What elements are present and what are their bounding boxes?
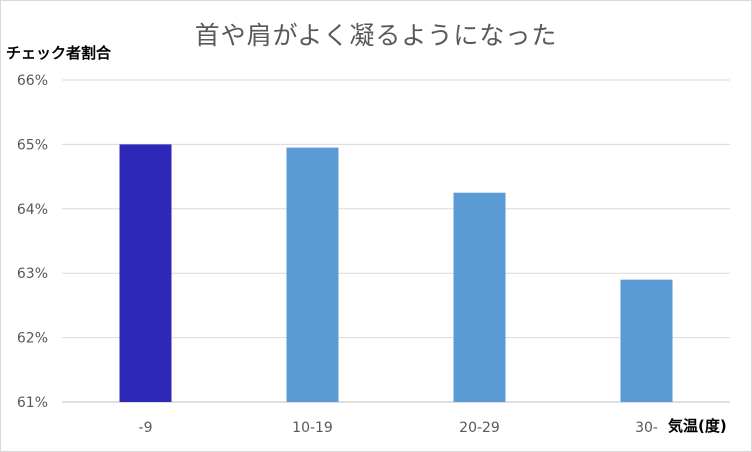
y-tick-labels: 61% 62% 63% 64% 65% 66% [17,73,48,411]
x-tick-label: 30- [635,420,658,436]
y-tick-label: 63% [17,266,48,282]
x-tick-label: 10-19 [292,420,333,436]
y-tick-label: 64% [17,202,48,218]
bar [286,147,339,402]
chart-title: 首や肩がよく凝るようになった [194,21,558,50]
bar [453,192,506,402]
x-tick-label: 20-29 [459,420,500,436]
y-tick-label: 61% [17,395,48,411]
y-tick-label: 62% [17,331,48,347]
bars [119,144,673,402]
bar [119,144,172,402]
x-tick-labels: -9 10-19 20-29 30- [139,420,658,436]
bar [620,279,673,402]
x-axis-label: 気温(度) [668,417,727,435]
x-tick-label: -9 [139,420,153,436]
y-tick-label: 65% [17,137,48,153]
y-axis-label: チェック者割合 [6,44,112,62]
gridlines [62,79,730,403]
y-tick-label: 66% [17,73,48,89]
